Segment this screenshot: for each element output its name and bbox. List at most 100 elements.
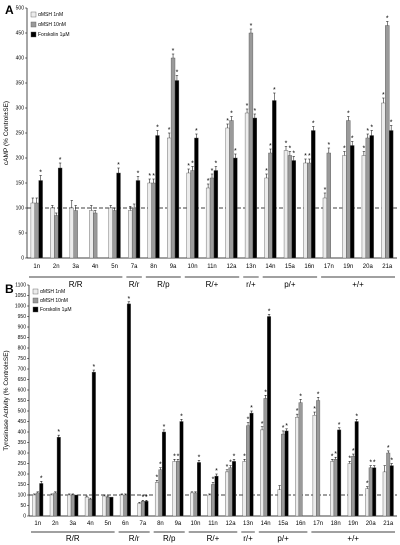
- significance-star: *: [212, 476, 215, 483]
- bar-4n-s2: [91, 371, 96, 517]
- bar-19n-s0: [342, 155, 347, 259]
- bar-16n-s1: [298, 402, 303, 517]
- bar-8n-s2: [155, 135, 160, 259]
- category-label-16n: 16n: [304, 264, 314, 270]
- bar-13n-s1: [246, 425, 251, 517]
- bar-10n-s1: [193, 492, 198, 517]
- category-label-8n: 8n: [157, 521, 164, 527]
- legend-label: αMSH 10nM: [38, 22, 66, 28]
- y-tick-label: 600: [18, 388, 27, 394]
- group-label: R/p: [163, 534, 176, 543]
- bar-11n-s0: [205, 187, 211, 259]
- group-label: p/+: [284, 280, 296, 289]
- category-label-9a: 9a: [170, 264, 177, 270]
- bar-11n-s2: [214, 475, 219, 517]
- significance-star: *: [250, 23, 253, 30]
- significance-star: *: [234, 148, 237, 155]
- category-label-8n: 8n: [150, 264, 157, 270]
- significance-star: *: [172, 48, 175, 55]
- significance-star: *: [156, 125, 159, 132]
- y-tick-label: 550: [18, 398, 27, 404]
- significance-star: *: [296, 408, 299, 415]
- group-label: R/+: [207, 534, 220, 543]
- bar-7a-s1: [140, 501, 145, 517]
- bar-2n-s0: [50, 207, 55, 259]
- bar-4n-s0: [84, 496, 89, 517]
- bar-18n-s1: [333, 459, 338, 517]
- y-tick-label: 0: [21, 256, 24, 262]
- y-tick-label: 200: [16, 156, 25, 162]
- bar-1n-s0: [32, 494, 37, 517]
- significance-star: *: [152, 173, 155, 180]
- bar-12a-s2: [232, 461, 236, 517]
- bar-15a-s0: [277, 489, 282, 517]
- bar-20a-s2: [369, 135, 374, 259]
- category-label-2n: 2n: [53, 264, 60, 270]
- significance-star: *: [327, 142, 330, 149]
- significance-star: *: [282, 425, 285, 432]
- bar-9a-s1: [170, 57, 176, 259]
- y-tick-label: 450: [18, 419, 27, 425]
- significance-star: *: [168, 127, 171, 134]
- y-tick-label: 150: [18, 482, 27, 488]
- significance-star: *: [243, 453, 246, 460]
- bar-19n-s2: [354, 421, 359, 517]
- legend-swatch: [30, 11, 37, 18]
- category-label-7a: 7a: [131, 264, 138, 270]
- significance-star: *: [145, 494, 148, 501]
- bar-17n-s1: [326, 152, 331, 259]
- significance-star: *: [351, 136, 354, 143]
- bar-4n-s0: [89, 210, 94, 259]
- bar-2n-s1: [53, 492, 58, 517]
- significance-star: *: [253, 108, 256, 115]
- bar-3a-s1: [73, 210, 78, 259]
- y-tick-label: 50: [18, 231, 24, 237]
- y-axis-label: cAMP (% Control±SE): [3, 101, 10, 165]
- bar-15a-s1: [281, 433, 286, 517]
- significance-star: *: [324, 187, 327, 194]
- significance-star: *: [273, 87, 276, 94]
- bar-20a-s0: [361, 155, 367, 259]
- group-label: R/r: [129, 280, 140, 289]
- bar-2n-s2: [56, 437, 61, 517]
- bar-5n-s0: [102, 495, 107, 517]
- significance-star: *: [304, 153, 307, 160]
- bar-6n-s1: [123, 494, 128, 517]
- category-label-20a: 20a: [363, 264, 374, 270]
- bar-8n-s1: [151, 182, 156, 259]
- group-label: +/+: [347, 534, 359, 543]
- significance-star: *: [331, 453, 334, 460]
- significance-star: *: [211, 168, 214, 175]
- bar-14n-s1: [268, 152, 273, 259]
- category-label-19n: 19n: [348, 521, 358, 527]
- category-label-3a: 3a: [69, 521, 76, 527]
- category-label-17n: 17n: [324, 264, 334, 270]
- bar-8n-s1: [158, 469, 163, 517]
- bar-9a-s0: [167, 137, 172, 259]
- significance-star: *: [59, 157, 62, 164]
- bar-21a-s0: [381, 102, 386, 259]
- bar-5n-s2: [116, 172, 121, 259]
- bar-3a-s2: [74, 494, 79, 517]
- significance-star: *: [159, 462, 162, 469]
- significance-star: *: [390, 458, 393, 465]
- y-tick-label: 850: [18, 335, 27, 341]
- bar-19n-s1: [351, 455, 356, 517]
- bar-20a-s1: [365, 137, 370, 259]
- significance-star: *: [163, 424, 166, 431]
- bar-2n-s2: [57, 167, 63, 259]
- significance-star: *: [156, 474, 159, 481]
- significance-star: *: [338, 422, 341, 429]
- bar-18n-s2: [337, 429, 342, 517]
- bar-20a-s0: [365, 488, 370, 517]
- bar-19n-s2: [350, 145, 355, 259]
- bar-19n-s0: [347, 463, 352, 517]
- legend-label: Forskolin 1µM: [38, 32, 70, 38]
- bar-7a-s2: [135, 180, 141, 259]
- bar-3a-s0: [67, 494, 72, 517]
- significance-star: *: [187, 163, 190, 170]
- category-label-21a: 21a: [383, 521, 394, 527]
- bar-21a-s2: [389, 465, 394, 517]
- bar-8n-s0: [147, 182, 152, 259]
